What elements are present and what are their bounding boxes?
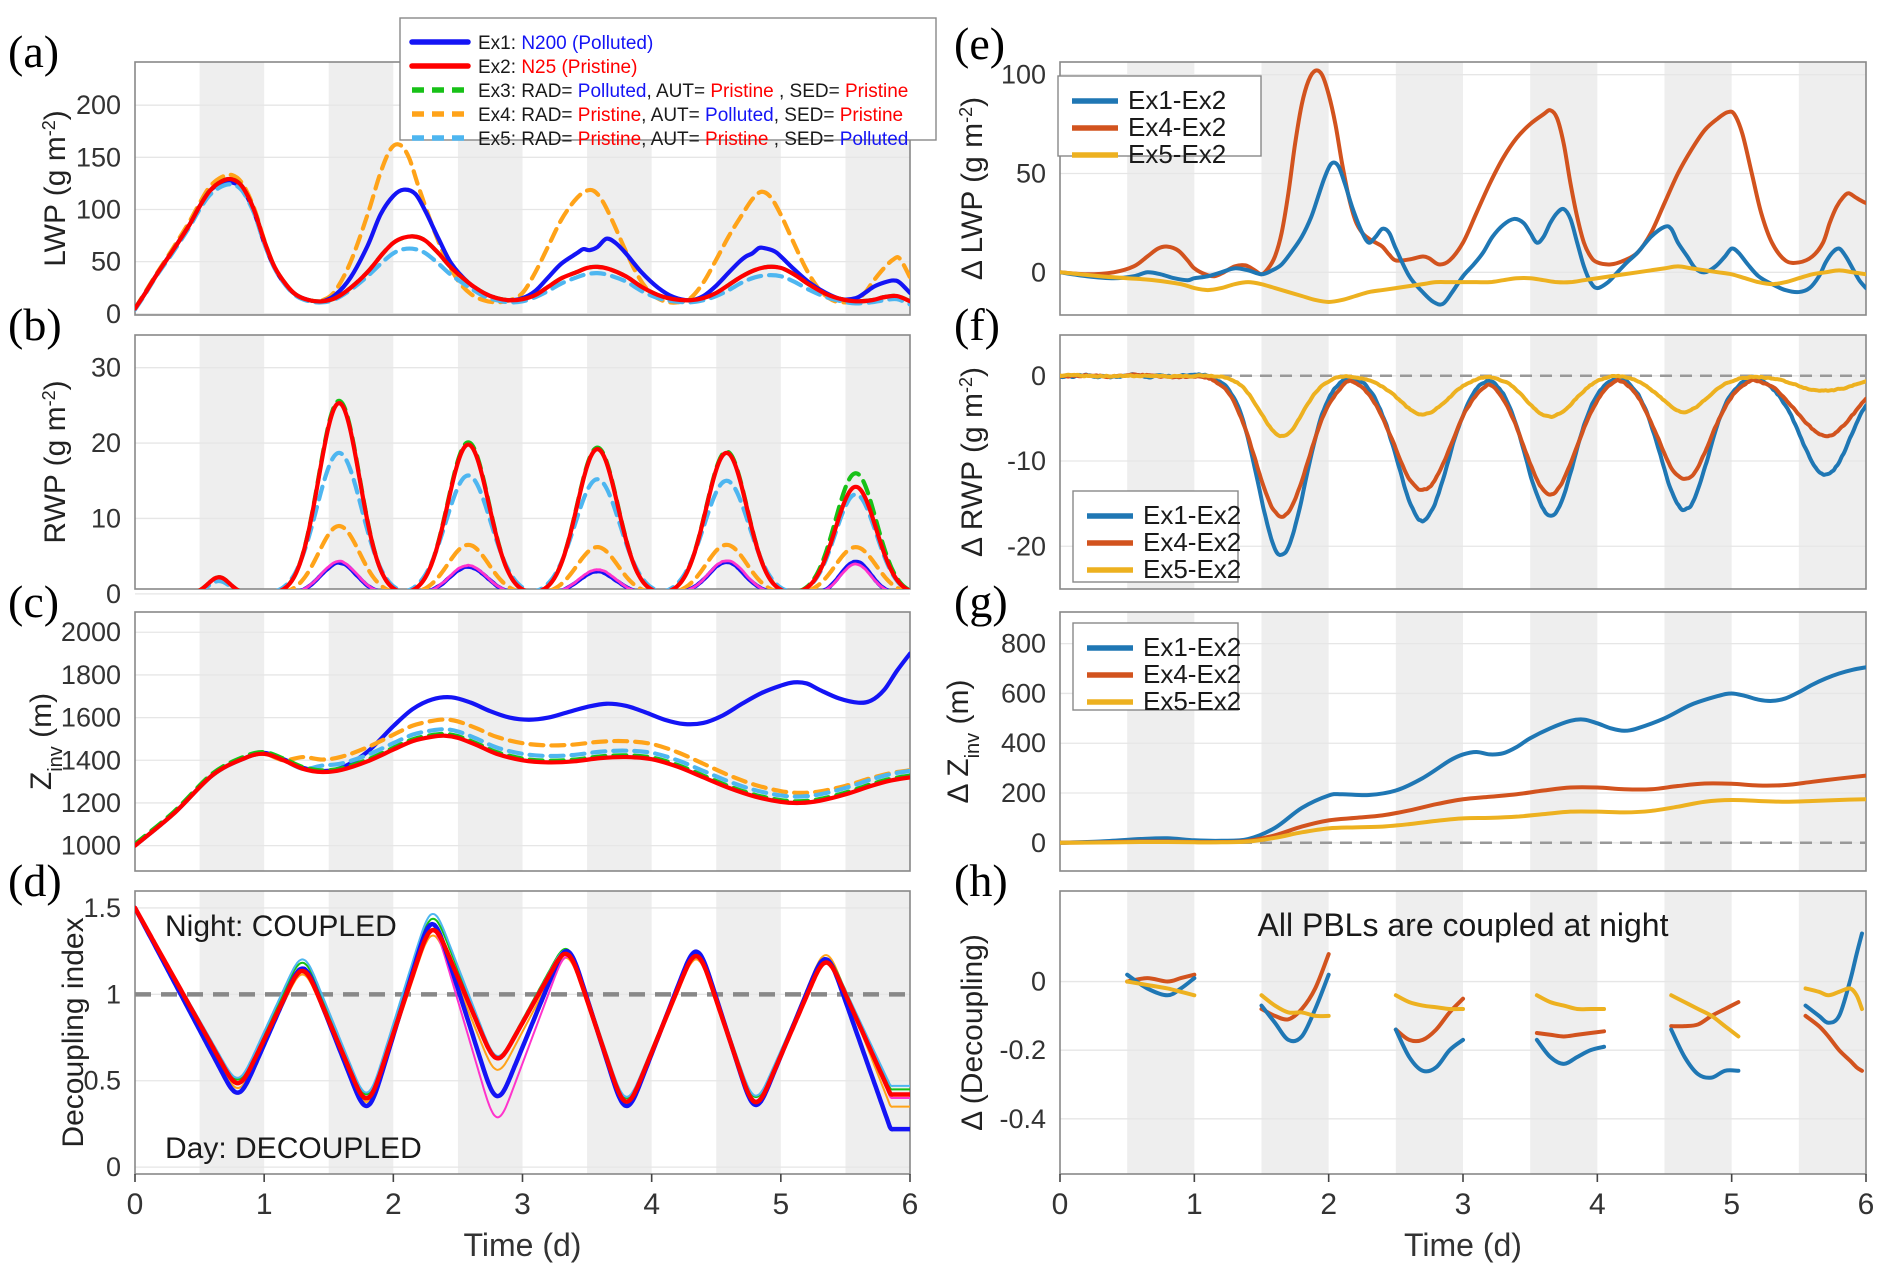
svg-text:Ex1-Ex2: Ex1-Ex2	[1128, 85, 1226, 115]
svg-text:5: 5	[1723, 1188, 1740, 1221]
svg-text:6: 6	[1858, 1188, 1875, 1221]
svg-text:Ex3: RAD= Polluted, AUT= Pri: Ex3: RAD= Polluted, AUT= Pristine , SED=…	[478, 81, 908, 102]
svg-text:0: 0	[106, 1152, 121, 1182]
svg-text:Δ (Decoupling): Δ (Decoupling)	[956, 934, 989, 1131]
svg-text:(b): (b)	[8, 299, 62, 350]
svg-text:Ex4-Ex2: Ex4-Ex2	[1128, 112, 1226, 142]
svg-text:1600: 1600	[61, 703, 121, 733]
svg-text:0: 0	[1031, 361, 1046, 391]
svg-text:5: 5	[772, 1188, 789, 1221]
svg-text:-0.4: -0.4	[999, 1104, 1046, 1134]
svg-text:Ex4-Ex2: Ex4-Ex2	[1143, 659, 1241, 689]
svg-text:800: 800	[1001, 629, 1046, 659]
svg-text:0: 0	[1031, 257, 1046, 287]
svg-text:10: 10	[91, 503, 121, 533]
svg-text:(c): (c)	[8, 576, 59, 627]
svg-text:Ex2: N25 (Pristine): Ex2: N25 (Pristine)	[478, 57, 637, 78]
svg-text:4: 4	[643, 1188, 660, 1221]
svg-text:1400: 1400	[61, 745, 121, 775]
svg-text:200: 200	[76, 90, 121, 120]
svg-text:1: 1	[1186, 1188, 1203, 1221]
svg-text:Decoupling index: Decoupling index	[57, 917, 90, 1147]
svg-text:1200: 1200	[61, 788, 121, 818]
svg-text:2: 2	[1320, 1188, 1337, 1221]
svg-text:(h): (h)	[954, 855, 1008, 906]
svg-text:Ex4-Ex2: Ex4-Ex2	[1143, 527, 1241, 557]
svg-text:(a): (a)	[8, 26, 59, 77]
svg-text:0: 0	[106, 579, 121, 609]
svg-text:0: 0	[106, 299, 121, 329]
svg-text:100: 100	[1001, 60, 1046, 90]
svg-text:(g): (g)	[954, 576, 1008, 627]
svg-text:2000: 2000	[61, 617, 121, 647]
svg-text:Ex5: RAD= Pristine, AUT= Pr: Ex5: RAD= Pristine, AUT= Pristine , SED=…	[478, 129, 908, 150]
svg-text:Ex1: N200 (Polluted): Ex1: N200 (Polluted)	[478, 33, 653, 54]
svg-text:2: 2	[385, 1188, 402, 1221]
svg-text:3: 3	[514, 1188, 531, 1221]
svg-text:0: 0	[1031, 967, 1046, 997]
svg-text:Day: DECOUPLED: Day: DECOUPLED	[165, 1132, 422, 1165]
svg-text:(d): (d)	[8, 855, 62, 906]
svg-text:Ex5-Ex2: Ex5-Ex2	[1143, 554, 1241, 584]
svg-text:400: 400	[1001, 728, 1046, 758]
svg-text:Ex1-Ex2: Ex1-Ex2	[1143, 500, 1241, 530]
svg-text:Time (d): Time (d)	[464, 1227, 582, 1263]
svg-text:600: 600	[1001, 678, 1046, 708]
svg-text:6: 6	[902, 1188, 919, 1221]
svg-text:(e): (e)	[954, 18, 1005, 69]
svg-text:All PBLs are coupled at night: All PBLs are coupled at night	[1258, 907, 1669, 943]
svg-text:0: 0	[1031, 828, 1046, 858]
svg-text:-0.2: -0.2	[999, 1035, 1046, 1065]
svg-text:4: 4	[1589, 1188, 1606, 1221]
svg-text:3: 3	[1455, 1188, 1472, 1221]
svg-text:Ex1-Ex2: Ex1-Ex2	[1143, 632, 1241, 662]
svg-text:Night: COUPLED: Night: COUPLED	[165, 910, 397, 943]
svg-text:Time (d): Time (d)	[1404, 1227, 1522, 1263]
svg-text:Ex4: RAD= Pristine, AUT= Po: Ex4: RAD= Pristine, AUT= Polluted, SED= …	[478, 105, 903, 126]
svg-text:-20: -20	[1007, 531, 1046, 561]
svg-text:50: 50	[91, 247, 121, 277]
svg-text:100: 100	[76, 194, 121, 224]
svg-text:0: 0	[1052, 1188, 1069, 1221]
svg-text:50: 50	[1016, 158, 1046, 188]
svg-text:-10: -10	[1007, 446, 1046, 476]
svg-text:(f): (f)	[954, 299, 1000, 350]
svg-text:1800: 1800	[61, 660, 121, 690]
svg-text:20: 20	[91, 428, 121, 458]
svg-text:Δ LWP (g m-2): Δ LWP (g m-2)	[956, 97, 989, 280]
svg-text:0: 0	[127, 1188, 144, 1221]
svg-text:1000: 1000	[61, 831, 121, 861]
svg-text:150: 150	[76, 142, 121, 172]
svg-text:1: 1	[256, 1188, 273, 1221]
svg-text:1: 1	[106, 979, 121, 1009]
svg-text:Δ RWP (g m-2): Δ RWP (g m-2)	[956, 367, 989, 557]
svg-text:200: 200	[1001, 778, 1046, 808]
svg-text:Ex5-Ex2: Ex5-Ex2	[1143, 686, 1241, 716]
svg-text:30: 30	[91, 353, 121, 383]
svg-text:Ex5-Ex2: Ex5-Ex2	[1128, 139, 1226, 169]
